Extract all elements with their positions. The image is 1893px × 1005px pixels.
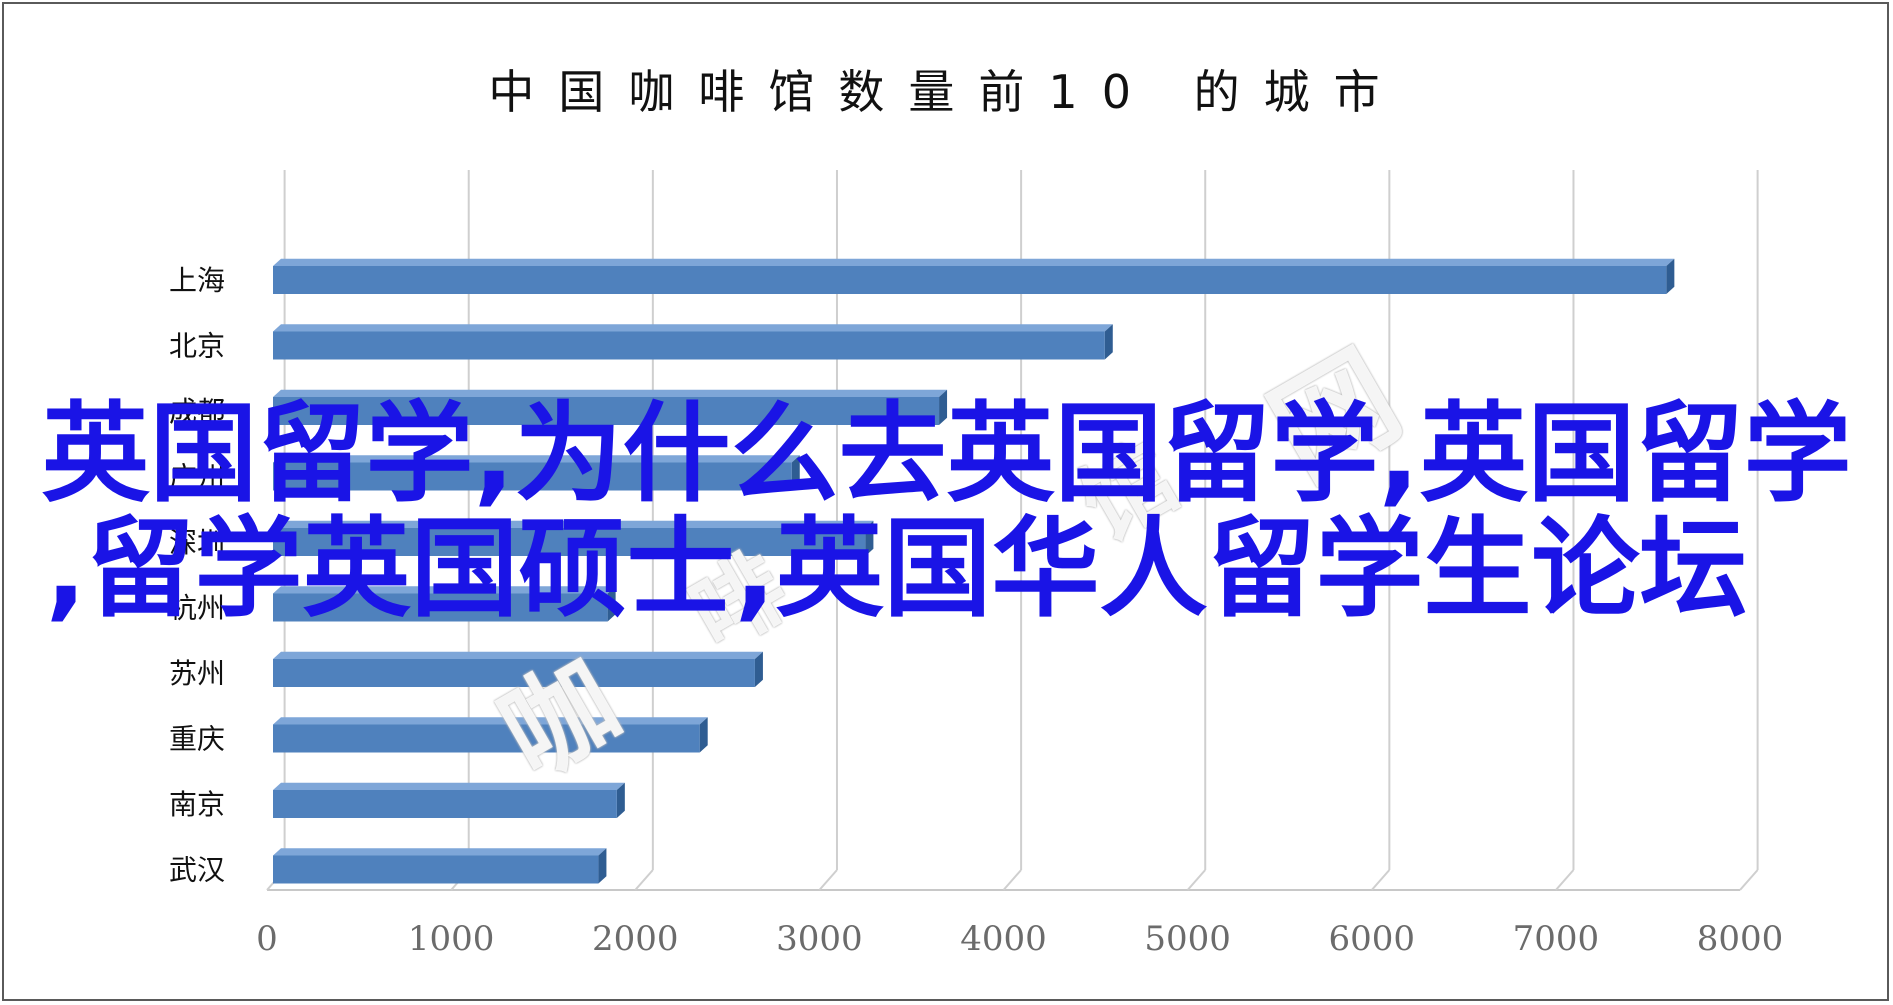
chart-title: 中国咖啡馆数量前10 的城市 <box>488 65 1403 119</box>
category-label: 南京 <box>169 788 225 821</box>
bars <box>273 258 1675 884</box>
bar-top-face <box>273 258 1675 266</box>
x-tick-label: 0 <box>256 919 278 959</box>
x-tick-label: 3000 <box>776 919 863 959</box>
category-label: 广州 <box>169 461 225 494</box>
gridline-depth <box>1555 869 1575 891</box>
bar-side-face <box>607 586 616 622</box>
category-label: 上海 <box>169 264 225 297</box>
bar <box>273 659 755 687</box>
bar-top-face <box>273 389 948 397</box>
x-tick-label: 7000 <box>1513 919 1600 959</box>
bar-side-face <box>1104 324 1113 360</box>
bar <box>273 790 617 818</box>
bar-side-face <box>865 520 874 556</box>
bar <box>273 266 1667 294</box>
category-label: 武汉 <box>169 854 225 887</box>
overlay-headline-line-2: ,留学英国硕士,英国华人留学生论坛 <box>45 507 1748 632</box>
bar-top-face <box>273 651 763 659</box>
category-label: 杭州 <box>169 592 225 625</box>
overlay-headline-line-1: 英国留学,为什么去英国留学,英国留学 <box>41 392 1852 517</box>
bar-top-face <box>273 586 616 594</box>
gridline-depth <box>1370 869 1391 891</box>
gridline-depth <box>1739 869 1759 891</box>
x-tick-label: 4000 <box>960 919 1047 959</box>
bar-top-face <box>273 324 1113 332</box>
bar-side-face <box>939 389 948 425</box>
x-tick-label: 8000 <box>1697 919 1784 959</box>
bar <box>273 724 700 753</box>
bar-top-face <box>273 848 607 856</box>
gridline-depth <box>818 869 838 891</box>
bar-top-face <box>273 455 800 463</box>
bar-top-face <box>273 520 874 528</box>
bar-side-face <box>699 717 708 753</box>
x-tick-label: 1000 <box>408 919 495 959</box>
bar-side-face <box>754 651 763 687</box>
bar-side-face <box>791 455 800 491</box>
category-label: 北京 <box>169 330 225 363</box>
category-label: 苏州 <box>169 657 225 690</box>
bar-top-face <box>273 782 625 790</box>
bar-side-face <box>1666 258 1675 294</box>
bar <box>273 331 1105 360</box>
category-label: 深圳 <box>169 526 225 559</box>
bar <box>273 462 792 491</box>
bar <box>273 528 866 556</box>
gridline-depth <box>1186 869 1206 891</box>
gridline-depth <box>1002 869 1022 891</box>
bar <box>273 855 599 884</box>
x-tick-label: 5000 <box>1144 919 1231 959</box>
category-label: 成都 <box>169 395 225 428</box>
bar <box>273 593 608 622</box>
bar-side-face <box>598 848 607 884</box>
bar-top-face <box>273 717 708 725</box>
x-tick-label: 2000 <box>592 919 679 959</box>
bar <box>273 397 940 425</box>
gridline-depth <box>634 869 654 891</box>
x-tick-label: 6000 <box>1328 919 1415 959</box>
category-label: 重庆 <box>169 723 225 756</box>
bar-side-face <box>616 782 625 818</box>
x-tick-labels: 0 1000 2000 3000 4000 5000 6000 7000 8000 <box>256 919 1783 959</box>
